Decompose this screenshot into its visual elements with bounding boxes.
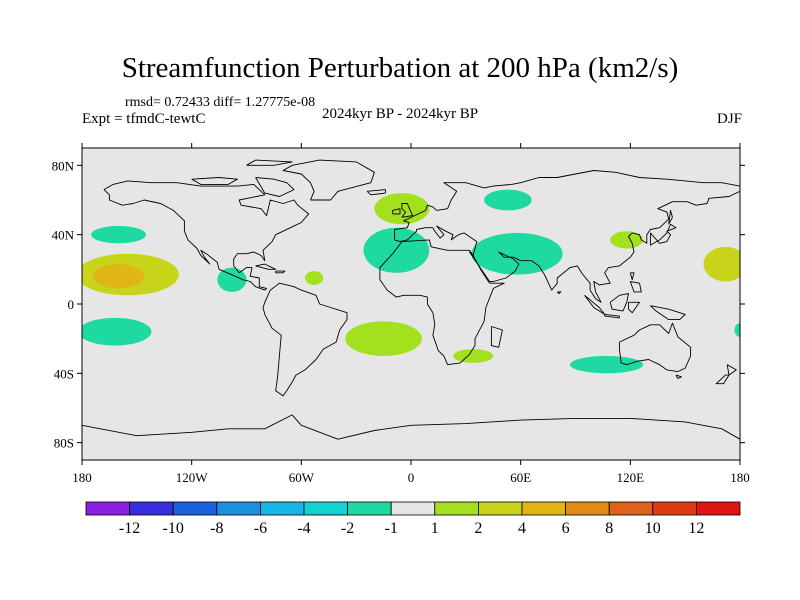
coastline-1 — [103, 180, 310, 291]
season-label: DJF — [716, 111, 742, 127]
lat-tick-label: 40S — [54, 366, 74, 381]
anomaly-patch-8 — [363, 227, 430, 273]
colorbar-swatch-9 — [434, 501, 479, 516]
rmsd-stats: rmsd= 0.72433 diff= 1.27775e-08 — [125, 95, 316, 110]
anomaly-patch-11 — [610, 231, 644, 249]
anomaly-patch-14 — [453, 349, 494, 363]
coastline-30 — [82, 414, 740, 440]
lon-tick-label: 180 — [730, 470, 750, 485]
colorbar-swatch-14 — [652, 501, 697, 516]
period-label: 2024kyr BP - 2024kyr BP — [322, 106, 479, 122]
lon-tick-label: 0 — [408, 470, 415, 485]
colorbar-label: 4 — [518, 520, 526, 537]
coastline-4 — [394, 170, 740, 240]
coastline-23 — [715, 374, 730, 385]
anomaly-patch-1 — [91, 226, 146, 244]
lon-tick-label: 60E — [510, 470, 531, 485]
coastline-8 — [366, 189, 386, 196]
colorbar-label: 1 — [431, 520, 439, 537]
anomaly-patch-12 — [703, 246, 740, 282]
coastline-16 — [609, 293, 629, 312]
anomaly-patch-13 — [345, 321, 422, 356]
coastline-19 — [650, 305, 686, 321]
coastline-7 — [392, 208, 401, 215]
coastlines — [82, 159, 740, 440]
colorbar-label: -8 — [210, 520, 223, 537]
coastline-18 — [628, 301, 640, 314]
lon-tick-label: 60W — [289, 470, 315, 485]
anomaly-patch-10 — [471, 232, 563, 275]
anomaly-patch-6 — [304, 271, 324, 285]
colorbar-label: 10 — [645, 520, 661, 537]
coastline-21 — [675, 374, 682, 379]
colorbar-swatch-3 — [172, 501, 218, 516]
coastline-9 — [282, 159, 375, 201]
colorbar-label: 12 — [688, 520, 704, 537]
colorbar-swatch-5 — [259, 501, 305, 516]
coastline-17 — [604, 313, 620, 319]
coastline-26 — [629, 272, 635, 281]
coastline-3 — [379, 239, 505, 366]
coastline-11 — [191, 177, 238, 185]
colorbar-label: -1 — [385, 520, 398, 537]
experiment-label: Expt = tfmdC-tewtC — [82, 111, 206, 127]
lat-tick-label: 0 — [68, 297, 75, 312]
coastline-10 — [255, 177, 295, 197]
coastline-29 — [275, 270, 286, 274]
coastline-20 — [618, 322, 692, 373]
colorbar-label: -10 — [163, 520, 184, 537]
lat-tick-label: 40N — [52, 228, 75, 243]
coastline-22 — [726, 364, 737, 376]
coastline-5 — [394, 190, 740, 303]
colorbar-label: 2 — [474, 520, 482, 537]
colorbar-swatch-13 — [608, 501, 654, 516]
colorbar-label: -4 — [297, 520, 310, 537]
coastline-24 — [490, 326, 503, 348]
colorbar-swatch-10 — [477, 501, 523, 516]
colorbar-label: 6 — [562, 520, 570, 537]
coastline-13 — [649, 223, 677, 246]
colorbar-swatch-11 — [521, 501, 566, 516]
colorbar-swatch-7 — [347, 501, 392, 516]
coastline-28 — [255, 263, 277, 270]
colorbar-label: -2 — [341, 520, 354, 537]
lat-tick-label: 80N — [52, 158, 75, 173]
coastline-12 — [246, 159, 293, 166]
lon-tick-label: 120W — [176, 470, 209, 485]
coastline-14 — [668, 209, 673, 225]
anomaly-patch-4 — [82, 317, 152, 346]
colorbar-swatch-12 — [565, 501, 610, 516]
colorbar-swatch-15 — [696, 501, 741, 516]
anomaly-patch-5 — [217, 267, 247, 292]
anomaly-patch-9 — [484, 189, 532, 211]
coastline-27 — [556, 291, 562, 295]
anomaly-patch-3 — [92, 264, 145, 289]
colorbar-swatch-4 — [216, 501, 261, 516]
lat-tick-label: 80S — [54, 436, 74, 451]
anomaly-patch-16 — [734, 323, 740, 337]
colorbar-label: 8 — [605, 520, 613, 537]
chart-title: Streamfunction Perturbation at 200 hPa (… — [121, 52, 679, 84]
colorbar-label: -12 — [119, 520, 140, 537]
colorbar-swatch-2 — [129, 501, 174, 516]
colorbar-label: -6 — [254, 520, 267, 537]
lon-tick-label: 180 — [72, 470, 92, 485]
anomaly-patch-15 — [570, 356, 644, 374]
colorbar-swatch-6 — [303, 501, 348, 516]
colorbar-swatch-1 — [85, 501, 130, 516]
lon-tick-label: 120E — [617, 470, 645, 485]
coastline-25 — [629, 281, 642, 293]
coastline-6 — [401, 203, 414, 218]
colorbar-swatch-8 — [390, 501, 436, 516]
coastline-2 — [262, 282, 348, 397]
